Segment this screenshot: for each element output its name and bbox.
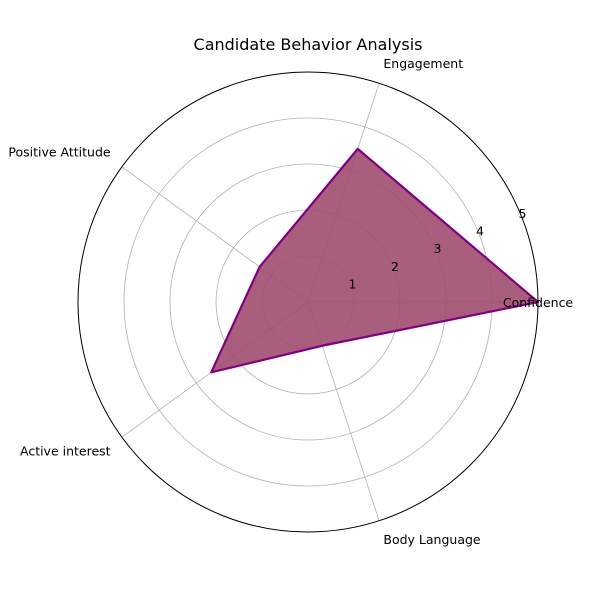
r-tick-label-4: 4 (476, 224, 484, 239)
category-label-engagement: Engagement (383, 56, 463, 71)
radar-labels: 1 2 3 4 5 Confidence Engagement Positive Attitu… (8, 56, 573, 547)
r-tick-label-5: 5 (518, 206, 526, 221)
chart-title: Candidate Behavior Analysis (194, 35, 423, 54)
series-area-0 (210, 147, 540, 374)
category-label-body-language: Body Language (383, 532, 481, 547)
r-tick-label-1: 1 (348, 276, 356, 291)
r-tick-label-3: 3 (433, 241, 441, 256)
r-tick-label-2: 2 (391, 259, 399, 274)
radar-outer-frame (77, 71, 539, 533)
category-label-active-interest: Active interest (20, 443, 111, 458)
radar-frame (77, 71, 539, 533)
category-label-positive-attitude: Positive Attitude (8, 145, 111, 160)
category-label-confidence: Confidence (503, 295, 574, 310)
radar-series (210, 147, 540, 374)
